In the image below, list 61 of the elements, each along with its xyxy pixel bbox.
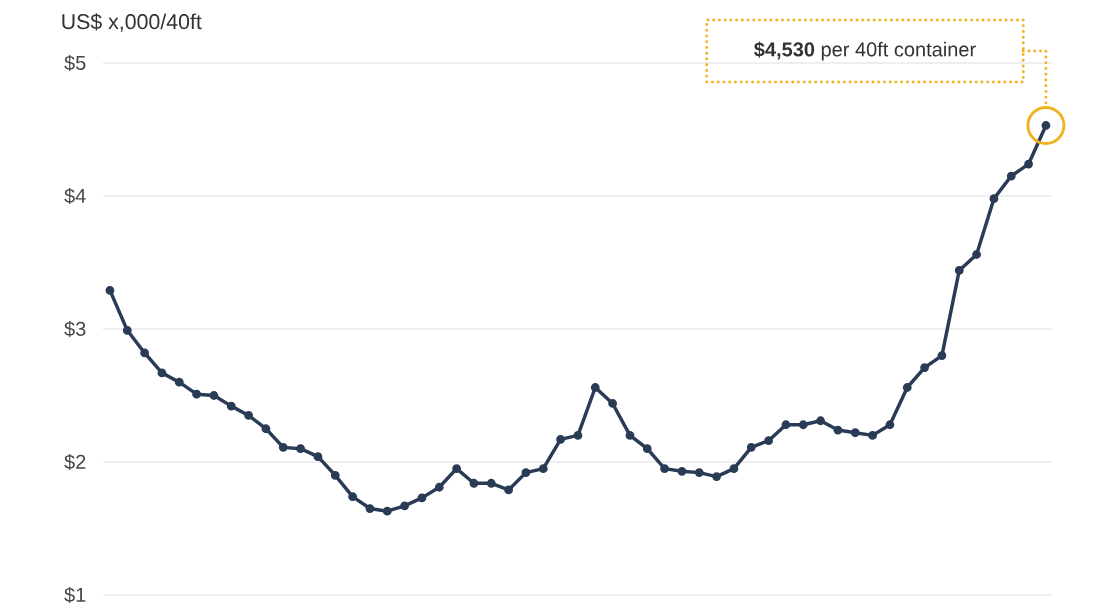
y-axis-title: US$ x,000/40ft [62, 13, 202, 32]
point [920, 363, 929, 372]
point [348, 492, 358, 501]
point [816, 416, 825, 426]
point [278, 442, 288, 452]
point [1006, 171, 1016, 181]
point [538, 464, 548, 474]
y-tick-label: $5 [64, 54, 86, 72]
point [660, 464, 669, 474]
point [573, 430, 583, 440]
point [417, 493, 427, 503]
point [885, 420, 895, 430]
point [192, 389, 202, 399]
point [590, 383, 600, 392]
point [642, 444, 652, 454]
point [452, 464, 462, 474]
y-tick-label: $3 [64, 320, 86, 338]
point [937, 351, 947, 360]
point [972, 250, 981, 259]
point [400, 501, 410, 511]
point [902, 383, 912, 392]
point [764, 436, 774, 446]
y-tick-label: $2 [64, 453, 86, 471]
point [850, 428, 860, 438]
point [1024, 159, 1033, 169]
point [313, 452, 323, 462]
point [157, 368, 167, 378]
point [261, 424, 271, 434]
point [504, 485, 514, 495]
point [486, 478, 496, 488]
point [729, 464, 739, 474]
point [556, 434, 566, 444]
point [694, 468, 704, 478]
point [989, 194, 999, 204]
point [746, 442, 756, 452]
point [296, 444, 306, 454]
point [781, 420, 791, 430]
point [244, 411, 254, 420]
point [122, 325, 132, 335]
point [365, 504, 375, 513]
point [226, 401, 236, 411]
point [868, 430, 877, 440]
point [712, 472, 722, 482]
point [140, 348, 150, 358]
point [382, 506, 392, 516]
point [625, 430, 635, 440]
point [608, 399, 617, 408]
point [954, 266, 964, 275]
point [521, 468, 531, 478]
y-tick-label: $4 [64, 187, 86, 205]
point [174, 377, 184, 387]
point [105, 286, 115, 295]
point [330, 470, 340, 480]
point [833, 425, 843, 435]
point [798, 420, 808, 430]
point [677, 466, 687, 476]
point [209, 391, 219, 400]
y-tick-label: $1 [64, 586, 86, 604]
point [469, 478, 479, 488]
text: $4,530 per 40ft container [754, 41, 976, 61]
point [434, 482, 444, 492]
